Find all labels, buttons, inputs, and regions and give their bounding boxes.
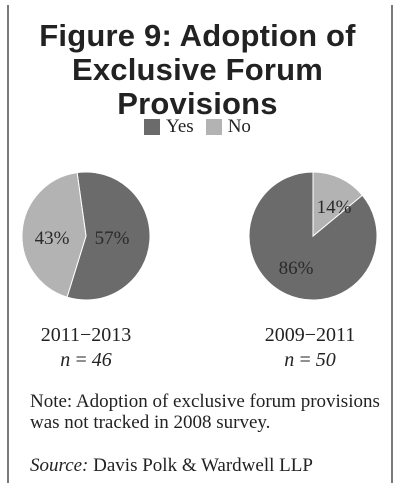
legend-item-yes: Yes [144,116,194,138]
legend-swatch-yes [144,119,161,135]
pie-2-label-yes: 86% [279,258,314,279]
pie-period-label-2: 2009−2011 [264,324,356,346]
legend-label-no: No [227,116,251,137]
pie-2-slice-no [312,171,364,238]
legend-item-no: No [205,116,251,138]
chart-title-line-1: Figure 9: Adoption of [39,18,356,53]
chart-title: Figure 9: Adoption of Exclusive Forum Pr… [0,19,395,121]
pie-n-label-1: n = 46 [60,349,112,371]
source-label: Source: [30,455,89,476]
pie-period-label-1: 2011−2013 [40,324,132,346]
pie-n-label-2: n = 50 [284,349,336,371]
chart-source: Source: Davis Polk & Wardwell LLP [30,455,390,476]
legend: Yes No [0,116,395,138]
source-text: Davis Polk & Wardwell LLP [88,455,313,476]
chart-title-line-2: Exclusive Forum Provisions [71,52,324,121]
pie-1-label-no: 43% [35,228,70,249]
pie-1-slice-yes [66,171,151,301]
legend-label-yes: Yes [166,116,194,137]
pie-2-label-no: 14% [317,197,352,218]
chart-note: Note: Adoption of exclusive forum provis… [30,391,380,433]
figure-frame [7,5,393,483]
pie-1-label-yes: 57% [95,228,130,249]
pie-1-slice-no [21,172,87,298]
legend-swatch-no [205,119,222,135]
